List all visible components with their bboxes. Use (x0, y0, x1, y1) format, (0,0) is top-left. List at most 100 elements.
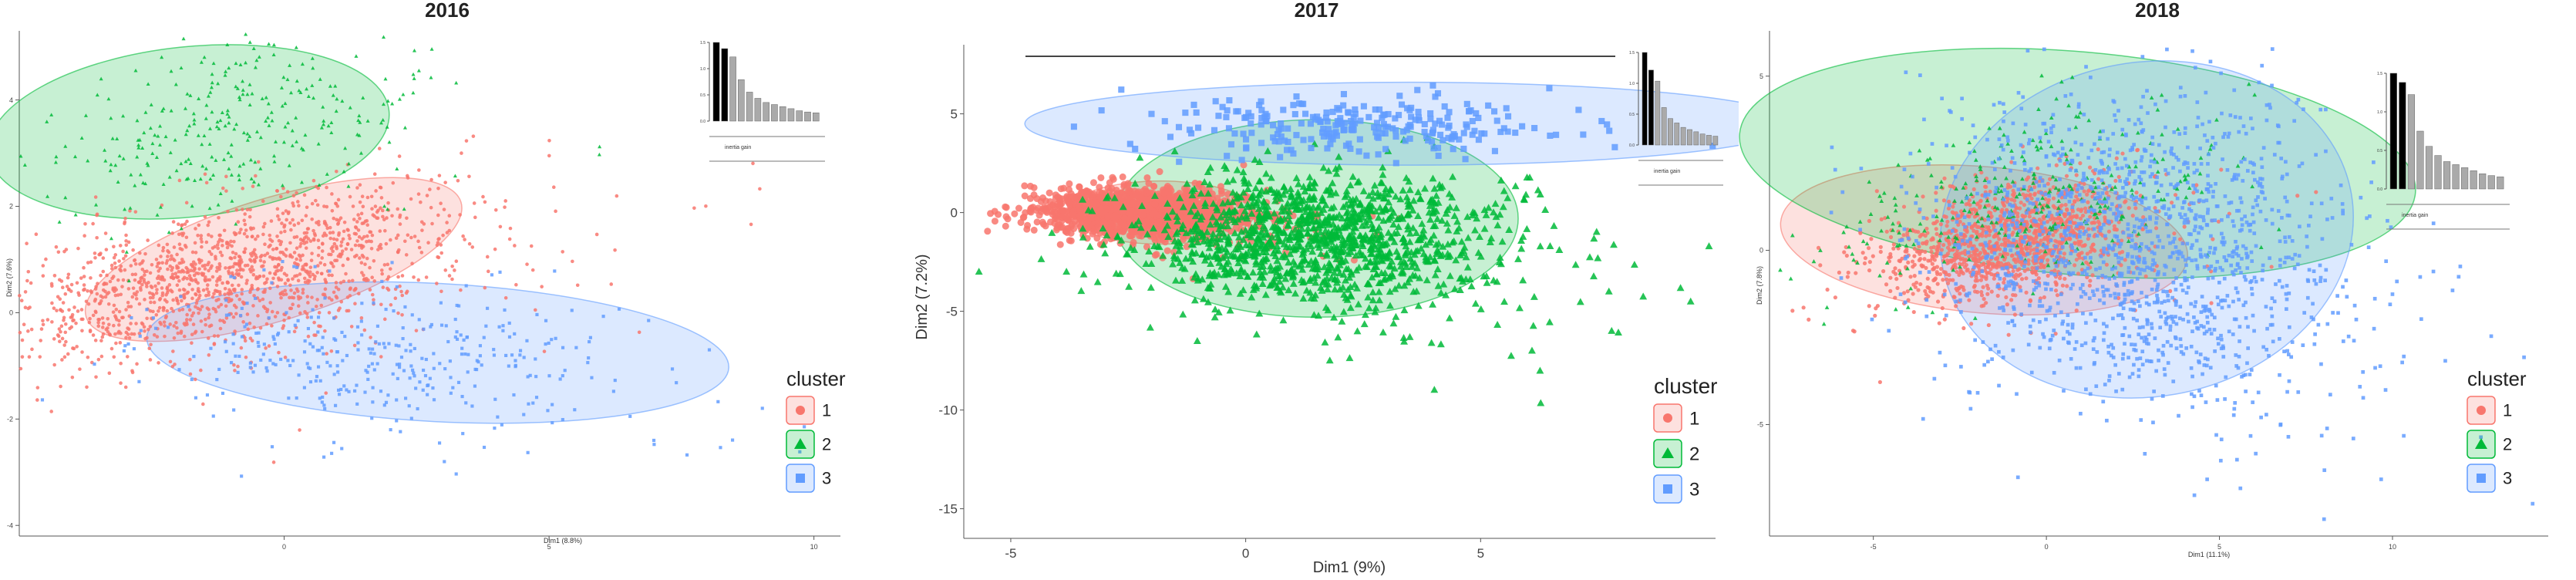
data-point (138, 285, 143, 290)
data-point (1103, 231, 1111, 239)
data-point (244, 355, 248, 359)
data-point (328, 84, 332, 88)
data-point (82, 265, 86, 270)
data-point (97, 252, 101, 257)
data-point (250, 339, 254, 343)
data-point (188, 93, 193, 97)
data-point (436, 187, 440, 191)
data-point (331, 231, 335, 234)
data-point (478, 354, 482, 358)
data-point (345, 228, 350, 232)
data-point (320, 249, 325, 253)
data-point (518, 349, 523, 352)
data-point (287, 164, 291, 167)
data-point (268, 255, 272, 259)
data-point (1224, 198, 1232, 206)
data-point (113, 332, 117, 336)
data-point (1250, 281, 1258, 288)
data-point (317, 222, 321, 227)
data-point (275, 285, 280, 288)
data-point (309, 315, 313, 319)
data-point (1239, 235, 1248, 243)
data-point (1409, 288, 1418, 295)
x-tick-label: 5 (547, 543, 551, 551)
data-point (1453, 218, 1462, 225)
data-point (323, 329, 327, 333)
data-point (222, 157, 227, 161)
data-point (308, 275, 312, 278)
data-point (261, 232, 265, 237)
y-tick-label: 4 (9, 96, 13, 104)
data-point (124, 239, 128, 243)
data-point (233, 369, 237, 373)
data-point (1399, 186, 1407, 194)
ellipse-group (0, 44, 729, 424)
data-point (299, 180, 305, 184)
data-point (1077, 287, 1086, 295)
data-point (419, 251, 424, 255)
data-point (326, 123, 331, 128)
data-point (192, 117, 197, 122)
data-point (493, 397, 497, 401)
data-point (305, 362, 309, 366)
data-point (466, 352, 470, 356)
y-axis-label: Dim2 (7.6%) (5, 258, 13, 297)
data-point (268, 359, 272, 362)
data-point (156, 261, 160, 265)
data-point (196, 233, 200, 238)
data-point (1471, 226, 1479, 234)
data-point (76, 246, 80, 251)
data-point (1179, 221, 1187, 229)
data-point (113, 163, 118, 167)
data-point (63, 330, 68, 335)
data-point (1275, 272, 1282, 280)
data-point (675, 381, 679, 385)
data-point (80, 329, 84, 333)
data-point (295, 274, 299, 278)
data-point (525, 262, 529, 266)
data-point (62, 355, 67, 359)
data-point (1409, 197, 1418, 204)
data-point (84, 299, 89, 304)
data-point (1466, 275, 1474, 283)
data-point (234, 84, 238, 89)
data-point (140, 267, 145, 271)
data-point (449, 391, 453, 395)
data-point (332, 237, 336, 241)
data-point (261, 264, 265, 268)
data-point (409, 342, 412, 346)
data-point (182, 334, 187, 339)
data-point (1241, 177, 1249, 184)
data-point (127, 336, 132, 340)
data-point (1150, 183, 1158, 191)
data-point (23, 305, 28, 310)
data-point (1237, 265, 1245, 272)
data-point (121, 157, 126, 160)
data-point (254, 296, 258, 300)
data-point (306, 366, 311, 369)
data-point (294, 45, 298, 49)
data-point (1131, 180, 1140, 187)
data-point (1196, 215, 1204, 223)
data-point (216, 81, 221, 86)
data-point (112, 244, 116, 249)
data-point (283, 101, 288, 106)
data-point (352, 231, 357, 236)
data-point (45, 120, 49, 123)
x-tick-label: -5 (1005, 546, 1016, 561)
data-point (1096, 184, 1103, 191)
data-point (1492, 213, 1500, 221)
series-3 (40, 260, 806, 478)
data-point (1446, 314, 1454, 322)
data-point (1585, 253, 1594, 261)
data-point (464, 284, 468, 288)
data-point (1099, 209, 1106, 217)
data-point (1545, 318, 1554, 325)
data-point (244, 322, 249, 326)
data-point (704, 204, 708, 208)
data-point (1319, 164, 1328, 171)
data-point (379, 120, 384, 125)
data-point (1234, 240, 1243, 248)
data-point (1298, 224, 1306, 232)
